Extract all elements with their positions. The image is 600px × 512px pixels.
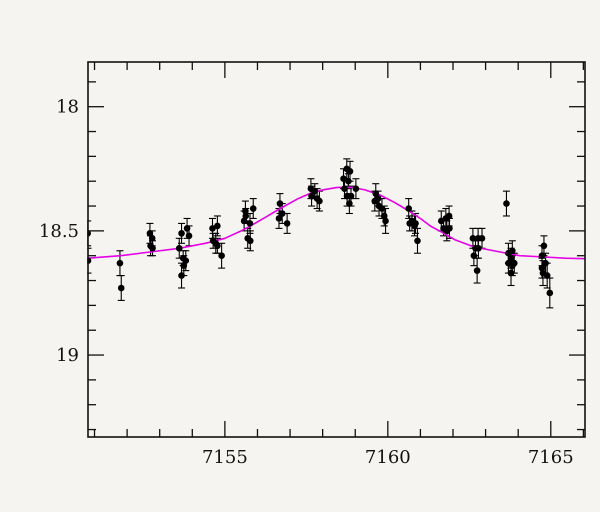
data-point <box>249 205 257 212</box>
data-point <box>378 205 386 212</box>
data-point <box>509 247 516 255</box>
y-tick-label: 18.5 <box>39 221 79 242</box>
data-point <box>473 267 481 274</box>
data-point <box>182 257 190 264</box>
data-point <box>445 212 453 220</box>
data-point <box>116 259 124 267</box>
data-point <box>414 237 421 245</box>
data-point <box>246 237 254 245</box>
plot-frame <box>87 61 586 438</box>
data-point <box>371 197 379 205</box>
data-point <box>543 272 551 279</box>
data-point <box>380 212 388 220</box>
data-point <box>469 235 477 242</box>
data-point <box>510 259 518 267</box>
data-point <box>503 200 510 207</box>
data-point <box>218 252 225 260</box>
data-point <box>316 197 323 205</box>
data-point <box>117 284 125 292</box>
data-point <box>183 225 191 232</box>
mask-bottom <box>0 437 600 512</box>
data-point <box>346 200 353 207</box>
x-tick-label: 7155 <box>202 447 248 468</box>
data-point <box>185 232 193 240</box>
data-point <box>352 185 360 192</box>
data-point <box>240 217 248 225</box>
data-point <box>246 220 254 227</box>
data-point <box>146 230 154 237</box>
data-point <box>406 220 413 227</box>
y-tick-label: 18 <box>56 97 79 118</box>
data-point <box>276 200 284 207</box>
data-point <box>347 192 355 200</box>
data-point <box>507 269 515 277</box>
mask-left <box>0 0 88 512</box>
data-point <box>341 185 348 192</box>
model-curve <box>87 186 586 260</box>
data-point <box>178 272 185 279</box>
data-point <box>148 235 156 242</box>
data-point <box>214 242 221 250</box>
data-point <box>209 225 216 232</box>
data-point <box>340 175 347 183</box>
data-point <box>311 187 319 195</box>
data-point <box>405 205 412 212</box>
data-point <box>546 289 554 297</box>
data-point <box>175 244 183 252</box>
data-point <box>308 192 315 200</box>
mask-top <box>0 0 600 62</box>
data-point <box>411 222 418 230</box>
data-point <box>540 242 548 250</box>
data-point <box>470 252 478 260</box>
data-point <box>346 167 354 175</box>
data-point <box>542 259 549 267</box>
data-point <box>538 252 546 260</box>
data-point <box>149 244 156 252</box>
data-point <box>275 215 283 222</box>
data-point <box>372 190 380 197</box>
data-point <box>345 177 352 185</box>
data-point <box>278 210 286 217</box>
x-tick-label: 7160 <box>365 447 411 468</box>
data-point <box>180 262 188 269</box>
data-point <box>382 217 389 225</box>
x-tick-label: 7165 <box>528 447 574 468</box>
data-point <box>538 264 546 272</box>
data-point <box>507 254 515 262</box>
data-point <box>283 220 291 227</box>
data-point <box>242 207 249 215</box>
data-point <box>446 225 453 232</box>
y-tick-label: 19 <box>56 345 79 366</box>
mask-right <box>585 0 600 512</box>
data-point <box>178 230 185 237</box>
data-point <box>475 244 482 252</box>
data-point <box>214 222 221 230</box>
data-point <box>478 235 486 242</box>
data-point <box>242 212 250 220</box>
